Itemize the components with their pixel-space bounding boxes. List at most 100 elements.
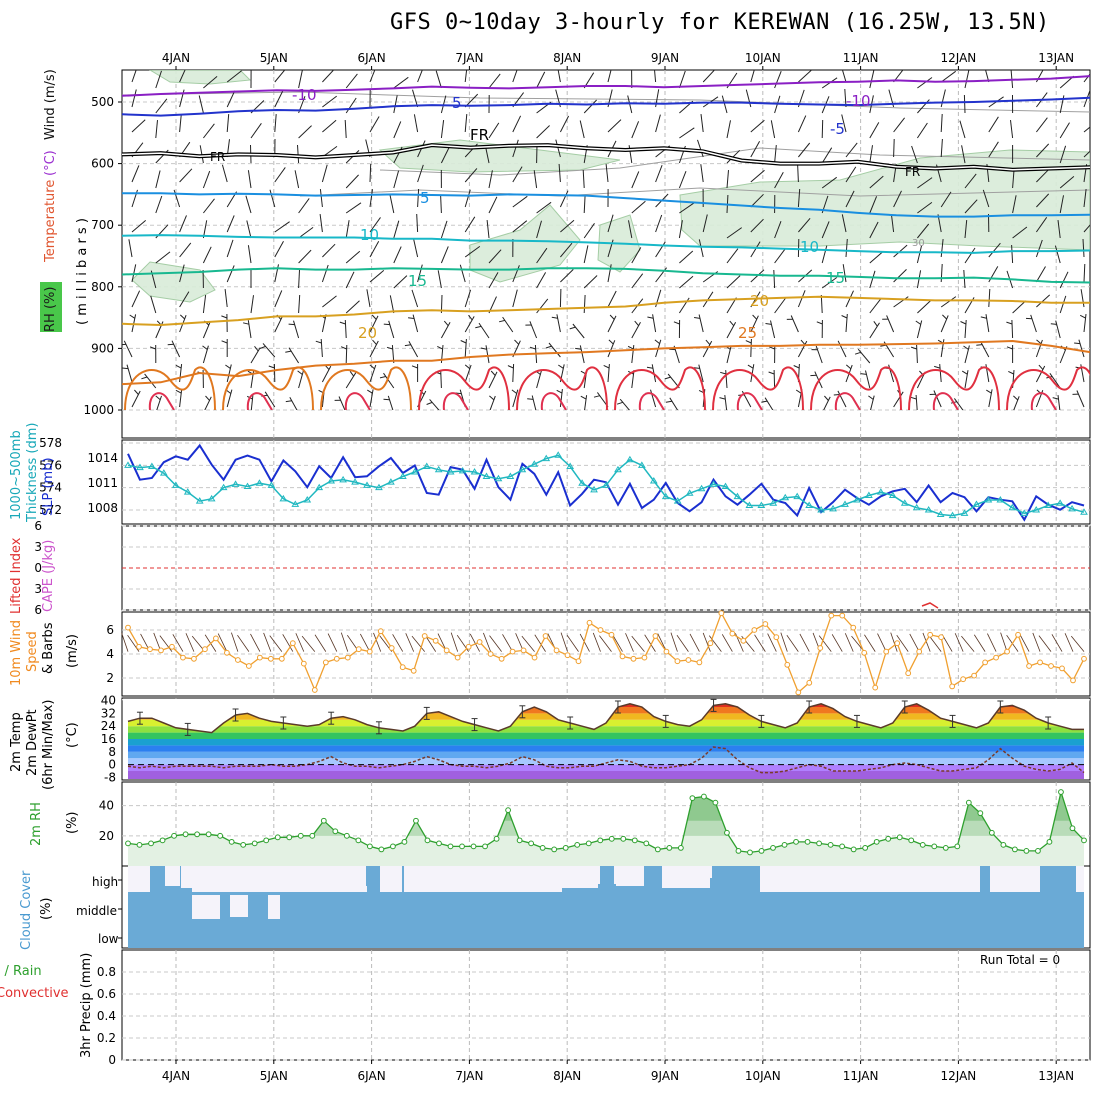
wind-barb bbox=[1078, 339, 1085, 358]
wind-barb-flag bbox=[593, 395, 600, 398]
wind-speed-marker bbox=[828, 612, 835, 619]
wind-barb bbox=[1012, 195, 1017, 214]
wind-barb bbox=[488, 170, 493, 189]
rh-marker bbox=[366, 843, 373, 850]
wind-speed-marker bbox=[1037, 659, 1043, 666]
thickness-marker bbox=[363, 481, 371, 488]
surface-wind-barb bbox=[767, 633, 777, 652]
wind-barb-flag bbox=[845, 364, 852, 370]
thickness-marker bbox=[924, 506, 933, 513]
surface-wind-barb bbox=[231, 632, 239, 652]
rh-marker bbox=[343, 832, 350, 839]
wind-barb bbox=[797, 163, 799, 183]
wind-barb bbox=[607, 340, 616, 358]
rh-marker bbox=[171, 832, 177, 839]
wind-barb bbox=[700, 114, 704, 133]
wind-barb bbox=[940, 191, 952, 208]
thickness-tick-label: 578 bbox=[39, 436, 62, 450]
wind-barb-flag bbox=[580, 395, 587, 400]
wind-barb bbox=[488, 371, 498, 389]
wind-barb bbox=[226, 90, 236, 108]
wind-barb bbox=[512, 166, 523, 183]
rh-marker bbox=[424, 837, 431, 844]
wind-barb-flag bbox=[221, 340, 228, 344]
wind-barb bbox=[393, 95, 398, 114]
wind-barb bbox=[631, 247, 642, 264]
temp-tick-label: -8 bbox=[104, 770, 116, 784]
rh-fill-high bbox=[323, 792, 1071, 821]
wind-barb bbox=[322, 119, 337, 133]
wind-barb-flag bbox=[915, 320, 921, 325]
wind-barb bbox=[798, 217, 811, 233]
wind-barb bbox=[440, 220, 448, 239]
wind-barb-flag bbox=[934, 365, 941, 369]
wind-barb bbox=[369, 270, 385, 283]
thickness-tick-label: 572 bbox=[39, 503, 62, 517]
wind-speed-marker bbox=[366, 648, 373, 655]
slp-tick-label: 1011 bbox=[87, 476, 118, 490]
wind-barb bbox=[203, 198, 215, 214]
wind-barb bbox=[607, 315, 617, 333]
li-tick-label: 6 bbox=[34, 603, 42, 617]
wind-barb bbox=[916, 344, 918, 364]
wind-barb-flag bbox=[225, 364, 231, 369]
wind-barb bbox=[679, 250, 694, 264]
warm-contour bbox=[908, 366, 1000, 410]
rh-marker bbox=[908, 837, 915, 844]
warm-contour bbox=[418, 366, 510, 410]
day-label-top: 13JAN bbox=[1038, 51, 1074, 65]
wind-barb bbox=[725, 370, 728, 389]
wind-speed-marker bbox=[674, 658, 681, 665]
wind-panel bbox=[121, 610, 1087, 696]
wind-barb bbox=[893, 269, 907, 283]
thickness-marker bbox=[637, 461, 646, 468]
thickness-marker bbox=[936, 510, 945, 517]
wind-barb bbox=[655, 165, 663, 183]
wind-barb bbox=[940, 239, 944, 258]
surface-wind-barb bbox=[612, 634, 623, 652]
rh-shaded-area bbox=[131, 261, 216, 303]
wind-barb-flag bbox=[372, 339, 377, 345]
wind-barb-flag bbox=[1036, 339, 1042, 345]
wind-barb-flag bbox=[647, 316, 654, 319]
wind-barb bbox=[750, 315, 759, 333]
rh-marker bbox=[251, 840, 258, 847]
thickness-marker bbox=[159, 469, 168, 476]
wind-barb bbox=[226, 389, 233, 408]
wind-barb-flag bbox=[980, 316, 987, 319]
wind-barb bbox=[916, 245, 923, 264]
wind-barb bbox=[964, 173, 977, 189]
wind-barb-flag bbox=[426, 401, 433, 405]
wind-barb-flag bbox=[551, 316, 558, 319]
rh-marker bbox=[320, 817, 327, 824]
wind-barb bbox=[698, 364, 704, 383]
wind-barb-flag bbox=[627, 345, 634, 350]
precip-tick-label: 0.6 bbox=[97, 987, 116, 1001]
rh-marker bbox=[712, 799, 719, 806]
wind-barb bbox=[369, 163, 372, 183]
wind-barb bbox=[413, 114, 419, 133]
wind-barb bbox=[198, 95, 204, 114]
wind-barb-flag bbox=[1006, 346, 1013, 350]
precip-label: 3hr Precip (mm) bbox=[79, 953, 94, 1058]
rh-marker bbox=[988, 829, 995, 836]
day-label-bottom: 5JAN bbox=[260, 1069, 288, 1083]
wind-speed-marker bbox=[443, 647, 450, 654]
wind-barb-flag bbox=[175, 364, 182, 369]
wind-barb bbox=[797, 340, 808, 358]
thickness-marker bbox=[721, 482, 730, 490]
wind-barb bbox=[655, 114, 661, 133]
wind-barb bbox=[940, 113, 943, 133]
surface-wind-barb bbox=[708, 635, 722, 652]
wind-barb bbox=[652, 314, 657, 333]
wind-barb bbox=[512, 289, 518, 308]
wind-barb-flag bbox=[129, 314, 136, 319]
wind-speed-marker bbox=[795, 689, 802, 696]
wind-barb-flag bbox=[202, 345, 208, 350]
thickness-marker bbox=[733, 492, 742, 500]
wind-barb bbox=[274, 114, 277, 133]
rh-marker bbox=[390, 843, 396, 850]
wind-speed-marker bbox=[993, 654, 999, 661]
rh-marker bbox=[562, 844, 569, 851]
wind-barb bbox=[393, 76, 409, 89]
